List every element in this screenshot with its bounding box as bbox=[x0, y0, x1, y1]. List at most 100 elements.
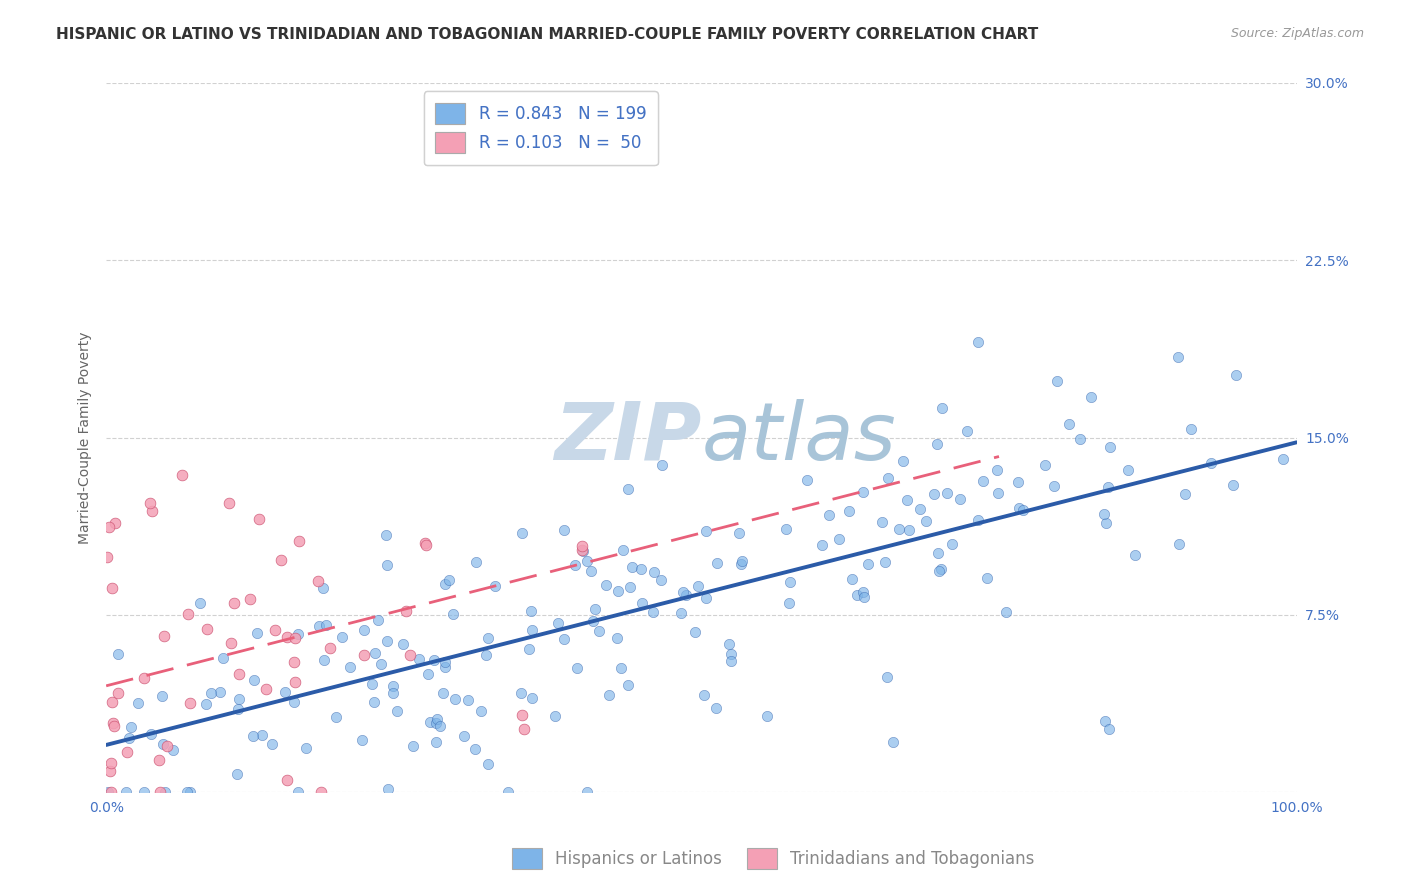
Point bbox=[1199, 456, 1222, 470]
Point bbox=[972, 475, 994, 489]
Point bbox=[553, 523, 575, 537]
Point bbox=[693, 688, 716, 702]
Point bbox=[1007, 475, 1029, 489]
Point bbox=[188, 596, 211, 610]
Point bbox=[295, 741, 318, 756]
Point bbox=[606, 632, 628, 646]
Point bbox=[141, 504, 163, 518]
Point bbox=[474, 648, 496, 662]
Point bbox=[544, 708, 567, 723]
Point bbox=[270, 553, 292, 567]
Point bbox=[876, 670, 898, 684]
Point bbox=[96, 549, 118, 564]
Point bbox=[247, 512, 270, 526]
Point bbox=[520, 690, 543, 705]
Point bbox=[987, 485, 1010, 500]
Point bbox=[120, 720, 142, 734]
Point bbox=[453, 729, 475, 743]
Text: Source: ZipAtlas.com: Source: ZipAtlas.com bbox=[1230, 27, 1364, 40]
Point bbox=[1043, 479, 1066, 493]
Point bbox=[630, 562, 652, 576]
Point bbox=[465, 555, 488, 569]
Point bbox=[107, 686, 129, 700]
Point bbox=[283, 655, 305, 669]
Point bbox=[520, 604, 543, 618]
Point bbox=[553, 632, 575, 646]
Point bbox=[398, 648, 420, 663]
Point bbox=[118, 731, 141, 746]
Point bbox=[616, 483, 638, 497]
Point bbox=[1080, 390, 1102, 404]
Point bbox=[104, 516, 127, 531]
Point bbox=[571, 539, 593, 553]
Point bbox=[219, 635, 242, 649]
Point bbox=[139, 727, 162, 741]
Point bbox=[433, 577, 456, 591]
Point bbox=[695, 591, 717, 605]
Point bbox=[671, 585, 693, 599]
Point bbox=[564, 558, 586, 572]
Point bbox=[931, 562, 953, 576]
Point bbox=[132, 785, 155, 799]
Point bbox=[571, 543, 593, 558]
Point bbox=[512, 723, 534, 737]
Point bbox=[856, 557, 879, 571]
Point bbox=[395, 604, 418, 618]
Point bbox=[307, 574, 329, 588]
Text: ZIP: ZIP bbox=[554, 399, 702, 476]
Point bbox=[284, 632, 307, 646]
Point bbox=[287, 627, 309, 641]
Point bbox=[620, 559, 643, 574]
Point bbox=[177, 607, 200, 621]
Point bbox=[212, 651, 235, 665]
Point bbox=[426, 712, 449, 726]
Point bbox=[260, 737, 283, 751]
Point bbox=[287, 785, 309, 799]
Point bbox=[103, 719, 125, 733]
Point bbox=[101, 581, 124, 595]
Point bbox=[1098, 440, 1121, 454]
Point bbox=[727, 526, 749, 541]
Point bbox=[385, 704, 408, 718]
Point bbox=[254, 681, 277, 696]
Point bbox=[1069, 433, 1091, 447]
Point bbox=[222, 596, 245, 610]
Point bbox=[1116, 463, 1139, 477]
Point bbox=[366, 613, 388, 627]
Point bbox=[1033, 458, 1056, 472]
Point bbox=[510, 686, 533, 700]
Point bbox=[720, 654, 742, 668]
Point bbox=[148, 753, 170, 767]
Point bbox=[470, 704, 492, 718]
Point bbox=[547, 616, 569, 631]
Point bbox=[1007, 501, 1029, 516]
Point bbox=[315, 618, 337, 632]
Point bbox=[522, 624, 544, 638]
Point bbox=[484, 579, 506, 593]
Point bbox=[197, 622, 219, 636]
Point bbox=[127, 696, 149, 710]
Point bbox=[103, 715, 125, 730]
Point bbox=[353, 623, 375, 637]
Point bbox=[931, 401, 953, 416]
Point bbox=[179, 696, 201, 710]
Point bbox=[941, 537, 963, 551]
Point bbox=[319, 641, 342, 656]
Point bbox=[922, 487, 945, 501]
Point bbox=[242, 673, 264, 687]
Point bbox=[360, 677, 382, 691]
Point bbox=[976, 571, 998, 585]
Legend: R = 0.843   N = 199, R = 0.103   N =  50: R = 0.843 N = 199, R = 0.103 N = 50 bbox=[423, 91, 658, 165]
Point bbox=[1011, 503, 1033, 517]
Point bbox=[579, 564, 602, 578]
Point bbox=[225, 767, 247, 781]
Point bbox=[617, 678, 640, 692]
Point bbox=[1123, 548, 1146, 562]
Point bbox=[364, 647, 387, 661]
Point bbox=[686, 579, 709, 593]
Point bbox=[363, 695, 385, 709]
Point bbox=[731, 554, 754, 568]
Point bbox=[325, 710, 347, 724]
Point bbox=[828, 533, 851, 547]
Point bbox=[276, 772, 298, 787]
